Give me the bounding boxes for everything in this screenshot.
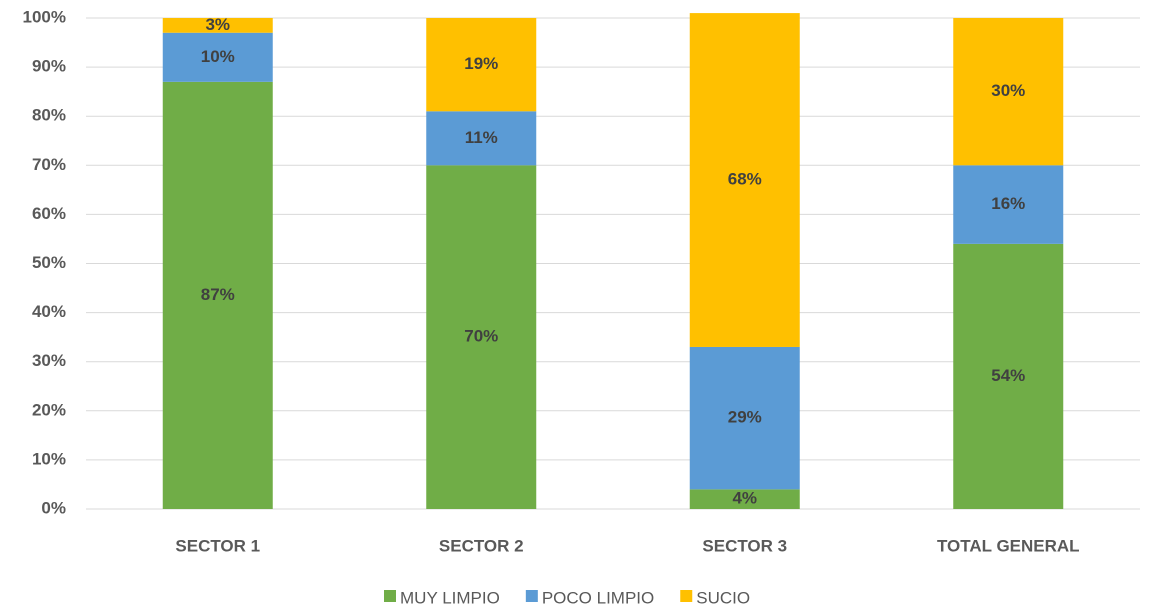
- bar-segment: [953, 165, 1064, 244]
- bar-segment: [426, 18, 537, 112]
- data-label: 10%: [201, 47, 235, 66]
- data-label: 87%: [201, 285, 235, 304]
- data-label: 68%: [728, 170, 762, 189]
- bar-segment: [689, 346, 800, 490]
- data-label: 54%: [991, 366, 1025, 385]
- data-label: 29%: [728, 408, 762, 427]
- data-label: 70%: [464, 327, 498, 346]
- y-tick-label: 0%: [41, 498, 66, 517]
- bar-segment: [162, 18, 273, 33]
- legend-label: SUCIO: [696, 588, 750, 607]
- legend-swatch: [525, 590, 538, 602]
- bar-segment: [689, 13, 800, 347]
- data-label: 16%: [991, 194, 1025, 213]
- bar-segment: [689, 489, 800, 509]
- y-tick-label: 10%: [32, 449, 66, 468]
- x-tick-label: SECTOR 1: [175, 536, 260, 555]
- data-label: 4%: [732, 489, 757, 508]
- data-label: 3%: [205, 15, 230, 34]
- legend-label: MUY LIMPIO: [400, 588, 500, 607]
- legend-label: POCO LIMPIO: [542, 588, 654, 607]
- y-tick-label: 50%: [32, 253, 66, 272]
- x-tick-label: SECTOR 3: [702, 536, 787, 555]
- bar-segment: [426, 111, 537, 166]
- y-tick-label: 90%: [32, 57, 66, 76]
- x-tick-label: TOTAL GENERAL: [937, 536, 1080, 555]
- y-tick-label: 20%: [32, 400, 66, 419]
- bar-segment: [953, 18, 1064, 166]
- data-label: 19%: [464, 54, 498, 73]
- bar-segment: [162, 81, 273, 509]
- y-tick-label: 40%: [32, 302, 66, 321]
- data-label: 30%: [991, 81, 1025, 100]
- x-tick-label: SECTOR 2: [439, 536, 524, 555]
- y-tick-label: 80%: [32, 106, 66, 125]
- legend-swatch: [384, 590, 396, 602]
- bar-segment: [953, 243, 1064, 510]
- y-tick-label: 70%: [32, 155, 66, 174]
- y-tick-label: 30%: [32, 351, 66, 370]
- legend-swatch: [680, 590, 693, 602]
- y-tick-label: 60%: [32, 204, 66, 223]
- y-tick-label: 100%: [23, 7, 66, 26]
- data-label: 11%: [465, 128, 498, 147]
- bar-segment: [426, 165, 537, 510]
- bar-segment: [162, 32, 273, 82]
